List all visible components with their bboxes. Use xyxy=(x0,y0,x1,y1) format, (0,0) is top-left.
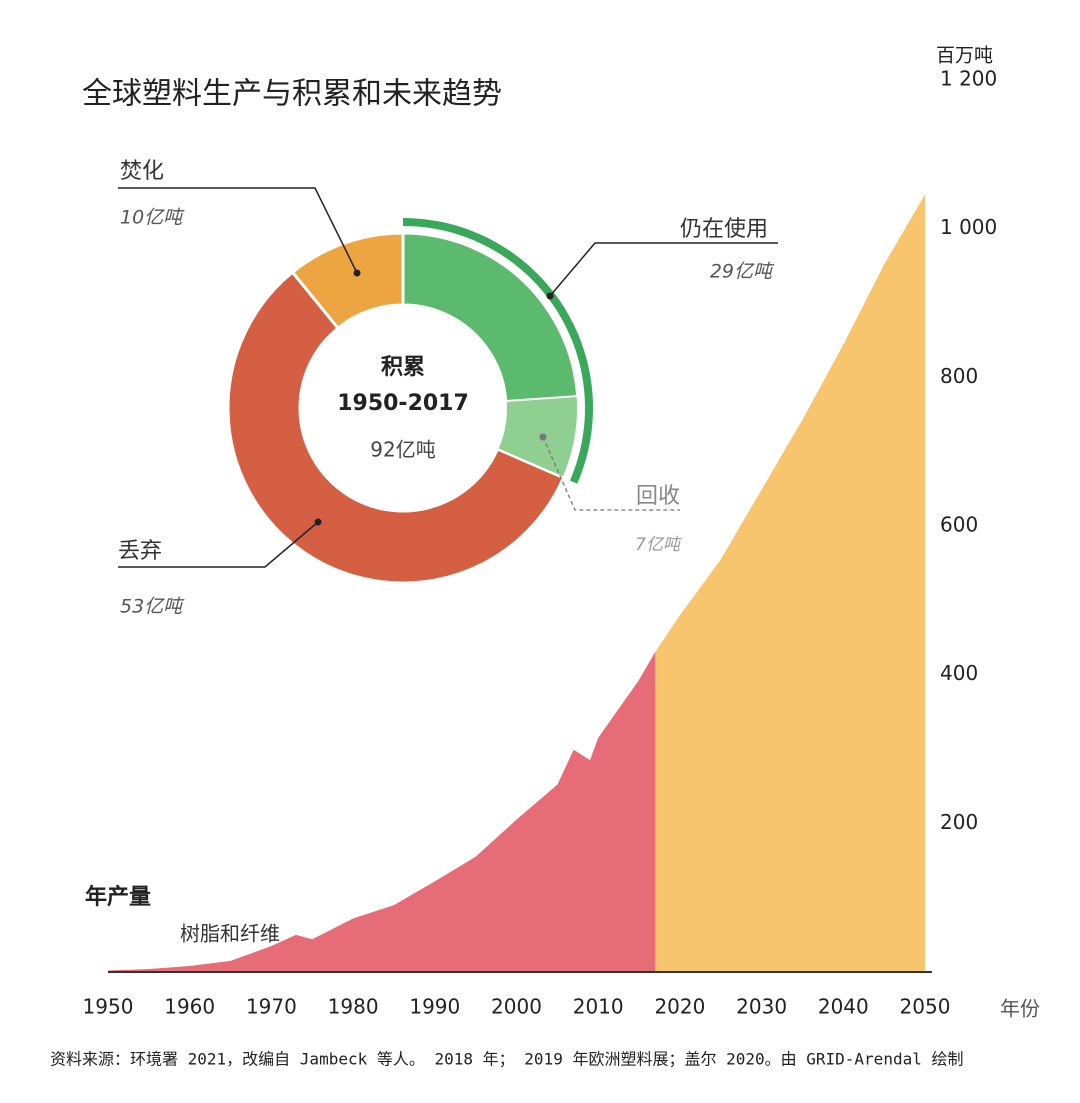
y-tick-label: 1 200 xyxy=(940,67,997,91)
x-tick-label: 2020 xyxy=(654,995,705,1019)
x-tick-label: 2050 xyxy=(900,995,951,1019)
area xyxy=(108,651,656,972)
annotation: 年产量 xyxy=(85,884,151,910)
leader-dot xyxy=(546,292,554,300)
title: 全球塑料生产与积累和未来趋势 xyxy=(82,77,502,112)
x-tick-label: 2040 xyxy=(818,995,869,1019)
slice-label: 焚化 xyxy=(120,159,164,184)
x-tick-label: 2010 xyxy=(573,995,624,1019)
x-tick-label: 1960 xyxy=(164,995,215,1019)
y-tick-label: 1 000 xyxy=(940,215,997,239)
value-label: 10亿吨 xyxy=(120,207,185,229)
leader-dot xyxy=(539,433,547,441)
source: 资料来源：环境署 2021，改编自 Jambeck 等人。 2018 年； 20… xyxy=(50,1050,963,1069)
x-tick-label: 1980 xyxy=(328,995,379,1019)
x-tick-label: 1990 xyxy=(409,995,460,1019)
center-total: 92亿吨 xyxy=(370,438,435,462)
outer-arc xyxy=(403,218,593,484)
leader-line xyxy=(549,242,778,297)
y-unit: 百万吨 xyxy=(936,45,993,67)
slice-label: 回收 xyxy=(636,484,680,509)
x-tick-label: 2030 xyxy=(736,995,787,1019)
x-tick-label: 1970 xyxy=(246,995,297,1019)
center-period: 1950-2017 xyxy=(337,391,469,416)
x-axis-label: 年份 xyxy=(1000,997,1040,1021)
center-title: 积累 xyxy=(381,355,425,380)
y-tick-label: 600 xyxy=(940,513,978,537)
sub-slice xyxy=(496,394,579,480)
leader-line xyxy=(118,521,319,568)
slice xyxy=(226,270,566,585)
series-label: 树脂和纤维 xyxy=(180,922,280,946)
x-tick-label: 2000 xyxy=(491,995,542,1019)
slice-label: 仍在使用 xyxy=(680,217,768,242)
value-label: 53亿吨 xyxy=(120,596,185,618)
y-tick-label: 200 xyxy=(940,810,978,834)
slice xyxy=(290,231,405,331)
leader-line xyxy=(118,187,358,274)
x-tick-label: 1950 xyxy=(83,995,134,1019)
value-label: 29亿吨 xyxy=(710,261,775,283)
y-tick-label: 400 xyxy=(940,661,978,685)
leader-dot xyxy=(353,269,361,277)
leader-dot xyxy=(314,518,322,526)
area-chart: 1950 1960 1970 1980 1990 2000 2010 2020 2030 2040… xyxy=(83,45,1040,1021)
leader-line xyxy=(542,436,680,511)
y-tick-label: 800 xyxy=(940,364,978,388)
value-label: 7亿吨 xyxy=(635,535,683,555)
slice-label: 丢弃 xyxy=(118,539,162,564)
area xyxy=(655,194,925,972)
